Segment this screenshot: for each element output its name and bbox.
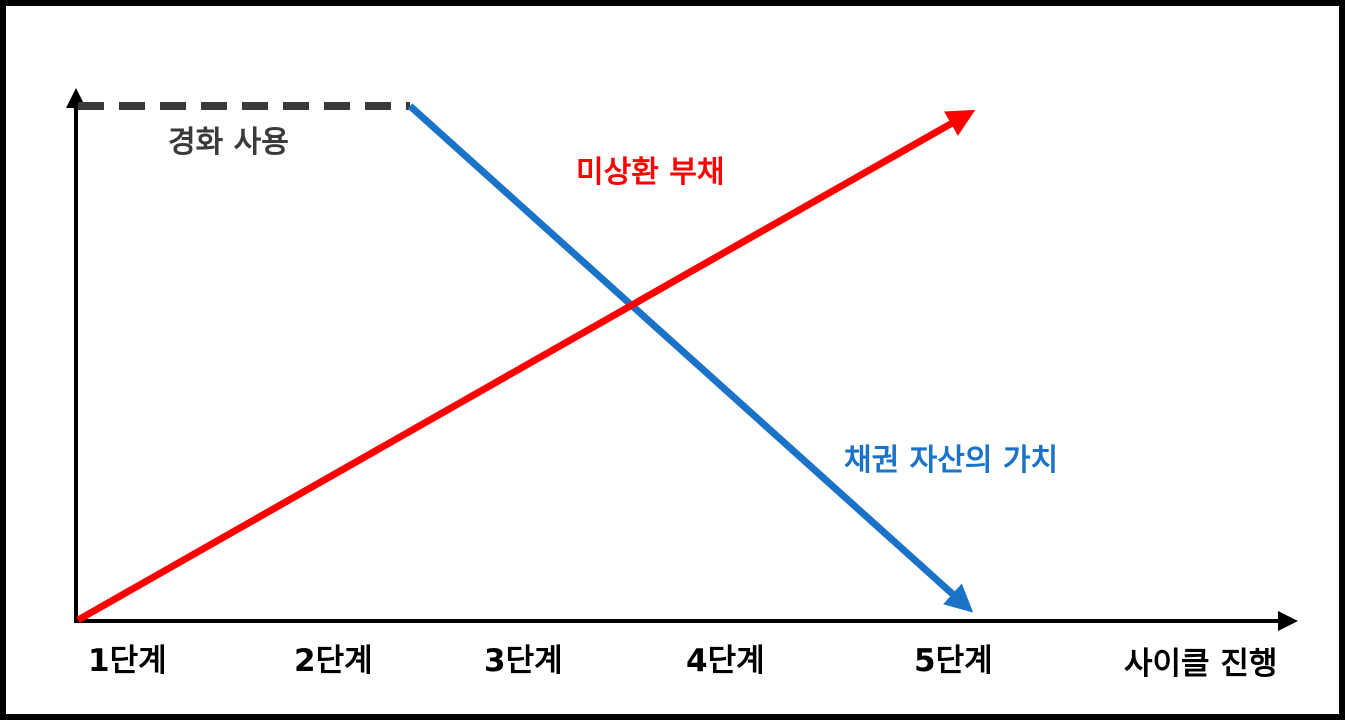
- stage-label-5: 5단계: [914, 643, 993, 679]
- blue-line-label: 채권 자산의 가치: [844, 443, 1059, 478]
- dashed-line-label: 경화 사용: [168, 125, 289, 160]
- x-axis-label: 사이클 진행: [1124, 646, 1278, 682]
- stage-label-1: 1단계: [88, 643, 167, 679]
- red-line-outstanding-debt: [76, 109, 976, 624]
- diagram-canvas: [66, 88, 1298, 631]
- stage-label-3: 3단계: [484, 643, 563, 679]
- stage-label-2: 2단계: [294, 643, 373, 679]
- blue-line-bond-value: [407, 103, 974, 613]
- stage-label-4: 4단계: [686, 643, 765, 679]
- red-line-label: 미상환 부채: [576, 155, 725, 190]
